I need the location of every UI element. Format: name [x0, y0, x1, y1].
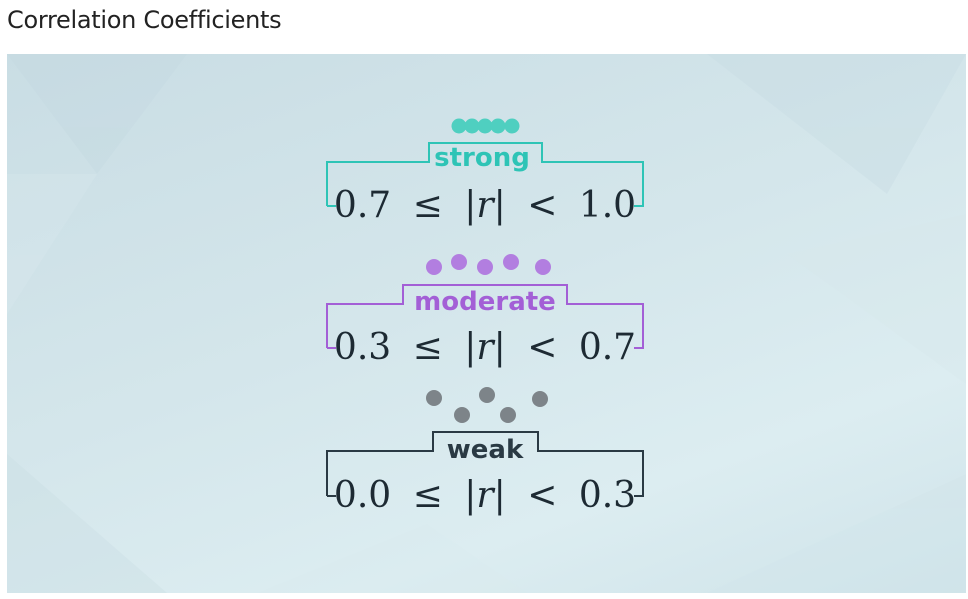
moderate-bracket [326, 284, 644, 349]
strong-dot [477, 118, 493, 134]
weak-dot [426, 390, 442, 406]
moderate-dot [426, 259, 442, 275]
weak-group: weak 0.0 ≤ |r| < 0.3 [326, 387, 644, 516]
weak-dot [479, 387, 495, 403]
weak-dot [454, 407, 470, 423]
weak-dot [500, 407, 516, 423]
strong-dot [504, 118, 520, 134]
moderate-dot [503, 254, 519, 270]
strong-dot [451, 118, 467, 134]
moderate-formula: 0.3 ≤ |r| < 0.7 [334, 327, 636, 368]
moderate-dot [535, 259, 551, 275]
weak-dots [426, 387, 548, 423]
strong-bracket [326, 142, 644, 207]
correlation-diagram: strong 0.7 ≤ |r| < 1.0 moderate 0.3 [7, 54, 966, 593]
strong-dot [464, 118, 480, 134]
moderate-dot [477, 259, 493, 275]
page-title: Correlation Coefficients [7, 6, 282, 34]
moderate-dots [426, 254, 551, 275]
strong-dots [451, 118, 520, 134]
background-facets [7, 54, 966, 593]
weak-bracket [326, 431, 644, 497]
weak-dot [532, 391, 548, 407]
moderate-group: moderate 0.3 ≤ |r| < 0.7 [326, 254, 644, 368]
moderate-label: moderate [414, 287, 556, 317]
weak-label: weak [447, 435, 524, 465]
strong-label: strong [434, 143, 530, 173]
weak-formula: 0.0 ≤ |r| < 0.3 [334, 475, 636, 516]
moderate-dot [451, 254, 467, 270]
strong-formula: 0.7 ≤ |r| < 1.0 [334, 185, 636, 226]
strong-group: strong 0.7 ≤ |r| < 1.0 [326, 118, 644, 226]
strong-dot [490, 118, 506, 134]
correlation-diagram-panel: strong 0.7 ≤ |r| < 1.0 moderate 0.3 [7, 54, 966, 593]
